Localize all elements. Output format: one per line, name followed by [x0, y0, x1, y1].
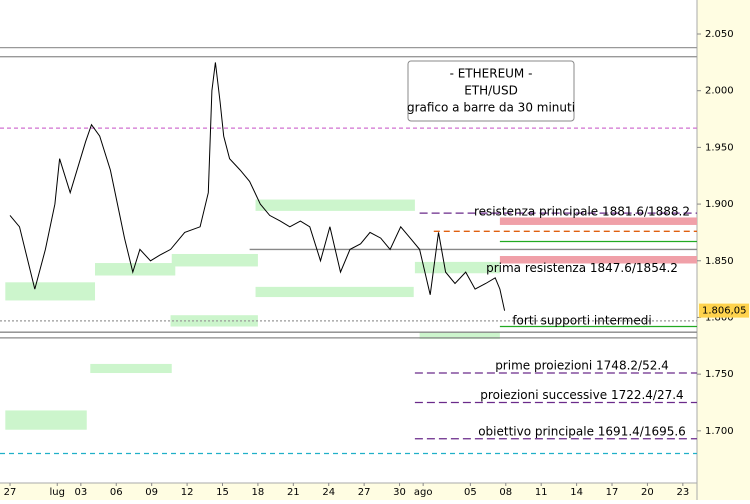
last-price-box: [699, 303, 749, 318]
x-tick-label: 23: [676, 487, 689, 498]
x-tick-label: 20: [641, 487, 654, 498]
zone: [255, 286, 414, 298]
zones: [5, 199, 697, 430]
annotation: prima resistenza 1847.6/1854.2: [486, 261, 678, 275]
zone: [499, 217, 697, 225]
zone: [419, 332, 500, 340]
annotation: forti supporti intermedi: [512, 313, 651, 327]
info-box: - ETHEREUM - ETH/USD grafico a barre da …: [407, 60, 575, 122]
annotation: obiettivo principale 1691.4/1695.6: [478, 424, 686, 438]
y-tick-label: 1.700: [705, 426, 734, 437]
annotations: resistenza principale 1881.6/1888.2 prima…: [474, 205, 690, 439]
zone: [90, 363, 172, 374]
x-tick-label: 15: [216, 487, 229, 498]
info-line: grafico a barre da 30 minuti: [407, 101, 575, 115]
x-tick-label: ago: [414, 487, 433, 498]
levels: [0, 46, 697, 455]
last-price-label: 1.806,05: [702, 306, 747, 317]
zone: [170, 315, 258, 327]
zone: [255, 199, 415, 211]
y-tick-label: 1.950: [705, 142, 734, 153]
x-tick-label: 24: [322, 487, 335, 498]
x-tick-label: 30: [393, 487, 406, 498]
x-tick-label: 18: [252, 487, 265, 498]
y-tick-label: 1.850: [705, 256, 734, 267]
x-tick-label: 05: [464, 487, 477, 498]
annotation: proiezioni successive 1722.4/27.4: [480, 388, 683, 402]
zone: [5, 410, 87, 430]
x-tick-label: lug: [50, 487, 65, 498]
y-tick-label: 1.900: [705, 199, 734, 210]
series: [9, 62, 506, 311]
x-tick-label: 09: [145, 487, 158, 498]
x-tick-label: 17: [606, 487, 619, 498]
x-tick-label: 08: [499, 487, 512, 498]
y-tick-label: 1.750: [705, 369, 734, 380]
info-box-frame: [407, 60, 575, 122]
annotation: resistenza principale 1881.6/1888.2: [474, 205, 690, 219]
x-tick-label: 21: [287, 487, 300, 498]
y-axis-panel: [697, 0, 750, 500]
zone: [414, 261, 500, 274]
x-axis-panel: [0, 483, 697, 500]
y-tick-label: 2.000: [705, 86, 734, 97]
x-tick-label: 03: [74, 487, 87, 498]
annotation: prime proiezioni 1748.2/52.4: [495, 359, 669, 373]
price-line: [9, 62, 506, 311]
x-tick-label: 27: [4, 487, 17, 498]
x-tick-label: 11: [535, 487, 548, 498]
x-tick-label: 27: [358, 487, 371, 498]
zone: [5, 282, 96, 301]
zone: [95, 263, 176, 276]
x-tick-label: 12: [181, 487, 194, 498]
x-tick-label: 14: [570, 487, 583, 498]
zone: [171, 253, 258, 267]
zone: [499, 256, 697, 264]
info-line: ETH/USD: [464, 84, 518, 98]
y-tick-label: 2.050: [705, 29, 734, 40]
y-tick-label: 1.800: [705, 312, 734, 323]
info-line: - ETHEREUM -: [450, 67, 533, 81]
x-tick-label: 06: [110, 487, 123, 498]
